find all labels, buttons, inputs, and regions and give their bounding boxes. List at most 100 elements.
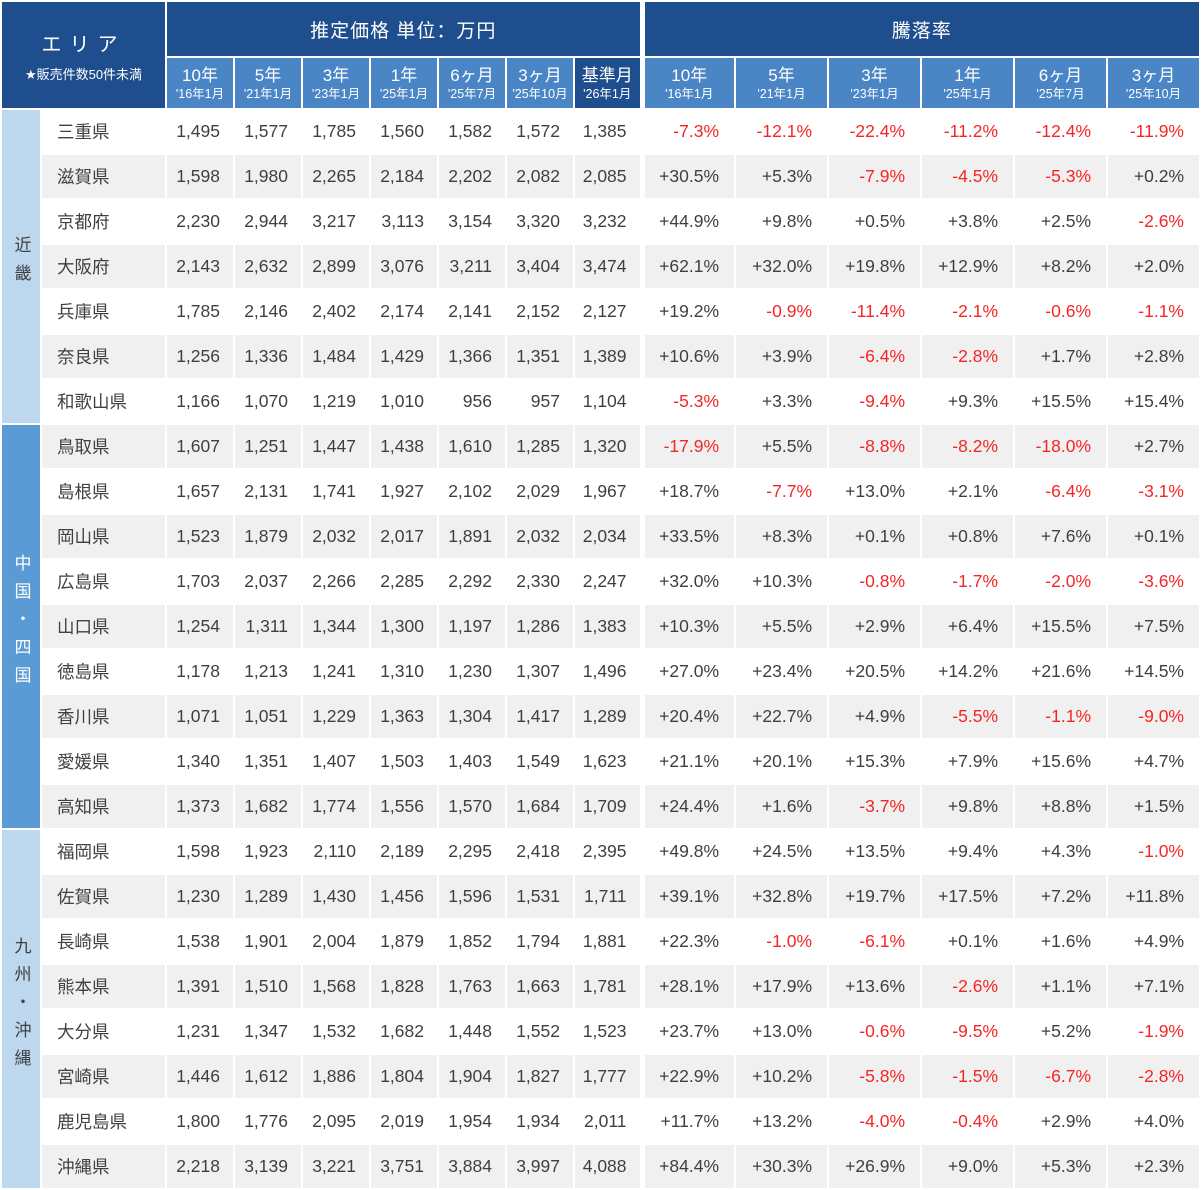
rate-cell: +10.3% <box>639 603 737 650</box>
price-cell: 1,344 <box>301 603 371 650</box>
rate-cell: +28.1% <box>639 963 737 1010</box>
col-period-label: 3ヶ月 <box>1131 66 1176 85</box>
price-cell: 1,549 <box>505 738 575 785</box>
price-cell: 2,004 <box>301 918 371 965</box>
price-cell: 1,230 <box>437 648 507 695</box>
price-cell: 1,879 <box>369 918 439 965</box>
price-cell: 1,596 <box>437 873 507 920</box>
price-col-header-6: 基準月 '26年1月 <box>572 56 644 110</box>
rate-cell: -12.4% <box>1013 108 1109 155</box>
price-cell: 2,295 <box>437 828 507 875</box>
rate-cell: +2.8% <box>1106 333 1201 380</box>
rate-cell: -17.9% <box>639 423 737 470</box>
price-cell: 2,095 <box>301 1098 371 1145</box>
col-date-label: '23年1月 <box>311 87 361 101</box>
rate-cell: +5.3% <box>1013 1143 1109 1190</box>
price-cell: 1,879 <box>233 513 303 560</box>
rate-cell: -6.4% <box>1013 468 1109 515</box>
col-period-label: 6ヶ月 <box>450 66 494 85</box>
price-cell: 2,110 <box>301 828 371 875</box>
price-col-header-1: 5年 '21年1月 <box>233 56 303 110</box>
price-cell: 1,781 <box>572 963 644 1010</box>
rate-cell: +7.9% <box>920 738 1016 785</box>
rate-cell: +49.8% <box>639 828 737 875</box>
price-cell: 1,684 <box>505 783 575 830</box>
rate-cell: +19.2% <box>639 288 737 335</box>
rate-col-header-1: 5年 '21年1月 <box>734 56 830 110</box>
rate-cell: -1.1% <box>1013 693 1109 740</box>
price-cell: 3,211 <box>437 243 507 290</box>
rate-cell: +21.1% <box>639 738 737 785</box>
rate-cell: +2.3% <box>1106 1143 1201 1190</box>
table-row: 岡山県 1,523 1,879 2,032 2,017 1,891 2,032 2,034 +3… <box>1 513 1201 560</box>
prefecture-name: 佐賀県 <box>40 873 167 920</box>
rate-cell: -1.7% <box>920 558 1016 605</box>
price-cell: 2,266 <box>301 558 371 605</box>
price-cell: 1,447 <box>301 423 371 470</box>
price-cell: 1,503 <box>369 738 439 785</box>
price-cell: 2,189 <box>369 828 439 875</box>
price-cell: 1,827 <box>505 1053 575 1100</box>
price-cell: 1,954 <box>437 1098 507 1145</box>
rate-cell: +0.1% <box>827 513 923 560</box>
price-cell: 1,311 <box>233 603 303 650</box>
prefecture-name: 沖縄県 <box>40 1143 167 1190</box>
price-cell: 1,010 <box>369 378 439 425</box>
rate-cell: +32.8% <box>734 873 830 920</box>
price-cell: 2,102 <box>437 468 507 515</box>
rate-cell: +15.4% <box>1106 378 1201 425</box>
rate-col-header-5: 3ヶ月 '25年10月 <box>1106 56 1201 110</box>
price-cell: 1,794 <box>505 918 575 965</box>
price-cell: 1,568 <box>301 963 371 1010</box>
rate-cell: -2.0% <box>1013 558 1109 605</box>
price-cell: 1,703 <box>165 558 235 605</box>
rate-cell: +9.4% <box>920 828 1016 875</box>
price-cell: 2,202 <box>437 153 507 200</box>
col-period-label: 3年 <box>861 66 888 85</box>
sales-count-note: ★販売件数50件未満 <box>24 66 143 82</box>
price-cell: 2,247 <box>572 558 644 605</box>
price-cell: 1,484 <box>301 333 371 380</box>
rate-cell: +15.6% <box>1013 738 1109 785</box>
price-cell: 1,251 <box>233 423 303 470</box>
price-cell: 1,300 <box>369 603 439 650</box>
price-cell: 1,256 <box>165 333 235 380</box>
price-cell: 1,800 <box>165 1098 235 1145</box>
price-cell: 1,560 <box>369 108 439 155</box>
price-cell: 1,310 <box>369 648 439 695</box>
rate-cell: +20.4% <box>639 693 737 740</box>
rate-cell: +9.8% <box>920 783 1016 830</box>
price-cell: 1,598 <box>165 153 235 200</box>
rate-cell: -5.3% <box>1013 153 1109 200</box>
col-date-label: '23年1月 <box>850 87 899 101</box>
price-cell: 1,391 <box>165 963 235 1010</box>
price-cell: 2,899 <box>301 243 371 290</box>
rate-cell: -7.7% <box>734 468 830 515</box>
rate-cell: +14.5% <box>1106 648 1201 695</box>
price-cell: 3,884 <box>437 1143 507 1190</box>
price-cell: 2,141 <box>437 288 507 335</box>
price-cell: 1,385 <box>572 108 644 155</box>
price-cell: 3,154 <box>437 198 507 245</box>
rate-cell: -3.6% <box>1106 558 1201 605</box>
col-date-label: '25年7月 <box>447 87 497 101</box>
rate-cell: +27.0% <box>639 648 737 695</box>
price-cell: 3,404 <box>505 243 575 290</box>
price-cell: 2,218 <box>165 1143 235 1190</box>
rate-cell: +32.0% <box>639 558 737 605</box>
rate-cell: +2.9% <box>827 603 923 650</box>
price-cell: 1,556 <box>369 783 439 830</box>
rate-cell: +12.9% <box>920 243 1016 290</box>
price-cell: 1,523 <box>165 513 235 560</box>
price-col-header-2: 3年 '23年1月 <box>301 56 371 110</box>
rate-cell: +20.1% <box>734 738 830 785</box>
prefecture-name: 三重県 <box>40 108 167 155</box>
prefecture-name: 徳島県 <box>40 648 167 695</box>
rate-cell: -1.0% <box>1106 828 1201 875</box>
rate-cell: -0.6% <box>827 1008 923 1055</box>
price-cell: 4,088 <box>572 1143 644 1190</box>
price-cell: 1,178 <box>165 648 235 695</box>
prefecture-name: 岡山県 <box>40 513 167 560</box>
prefecture-name: 広島県 <box>40 558 167 605</box>
price-cell: 2,174 <box>369 288 439 335</box>
